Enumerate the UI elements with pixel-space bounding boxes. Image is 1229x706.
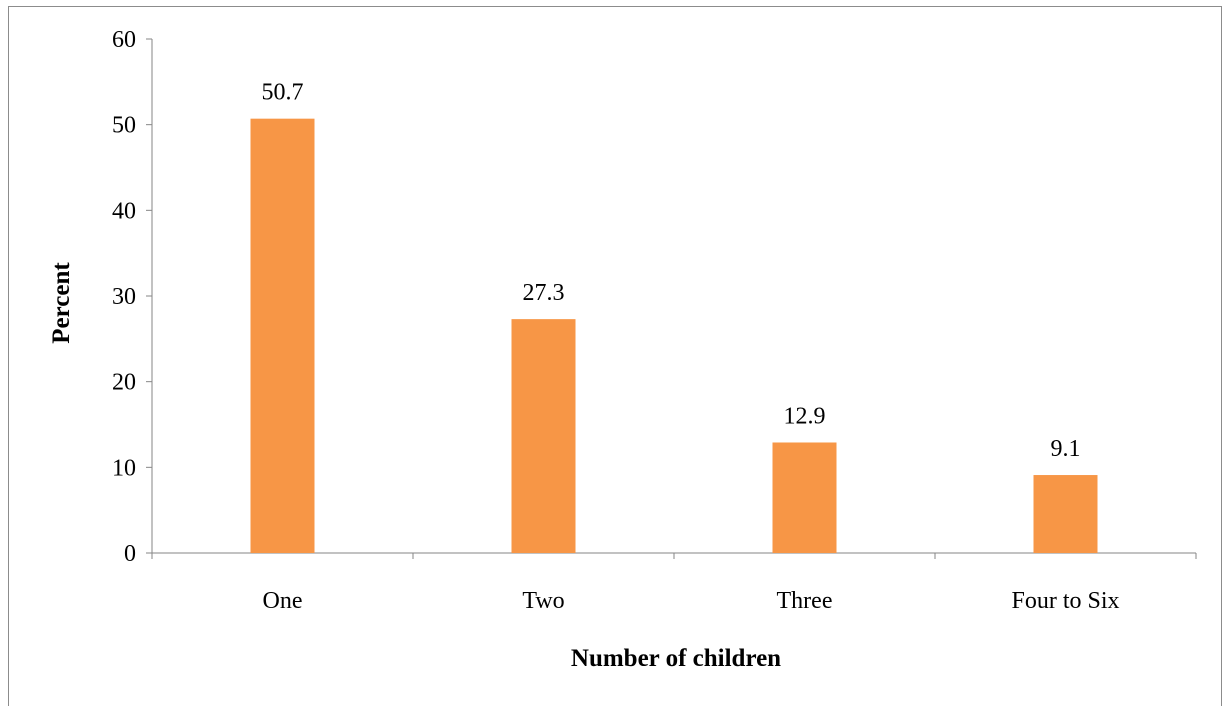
- bar: [1033, 475, 1098, 553]
- x-category-label: Four to Six: [1011, 588, 1119, 614]
- y-tick-label: 20: [112, 370, 136, 396]
- bar: [511, 319, 576, 553]
- bar-data-label: 50.7: [262, 80, 304, 106]
- x-category-label: One: [263, 588, 303, 614]
- y-tick-label: 10: [112, 455, 136, 481]
- x-axis-title: Number of children: [571, 645, 781, 672]
- chart-frame: 50.7 27.3 12.9 9.1 0 10 20 30 40 50 60 One Two Thre…: [8, 6, 1222, 706]
- x-category-label: Three: [777, 588, 833, 614]
- x-axis-ticks: One Two Three Four to Six: [151, 553, 1197, 614]
- bars: [250, 118, 1098, 554]
- x-category-label: Two: [522, 588, 564, 614]
- y-tick-label: 30: [112, 284, 136, 310]
- y-tick-label: 40: [112, 198, 136, 224]
- y-tick-label: 50: [112, 113, 136, 139]
- y-axis-ticks: 0 10 20 30 40 50 60: [112, 27, 152, 567]
- bar-data-label: 12.9: [784, 403, 826, 429]
- bar-data-label: 27.3: [523, 280, 565, 306]
- bar: [250, 118, 315, 554]
- bar: [772, 442, 837, 553]
- y-tick-label: 60: [112, 27, 136, 53]
- y-tick-label: 0: [124, 541, 136, 567]
- data-labels: 50.7 27.3 12.9 9.1: [262, 80, 1081, 462]
- bar-chart: 50.7 27.3 12.9 9.1 0 10 20 30 40 50 60 One Two Thre…: [48, 27, 1197, 672]
- y-axis-title: Percent: [48, 262, 75, 344]
- bar-data-label: 9.1: [1051, 436, 1081, 462]
